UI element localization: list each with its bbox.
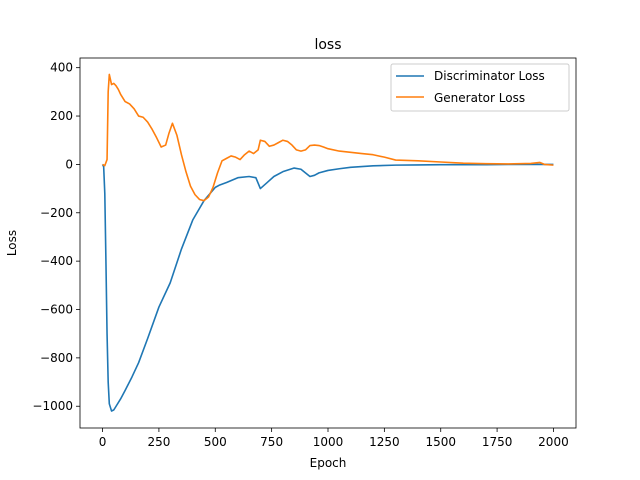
x-tick-label: 750 [260, 435, 283, 449]
y-tick-label: −600 [40, 303, 73, 317]
legend-box [390, 63, 570, 112]
legend-label-generator: Generator Loss [434, 91, 525, 105]
x-tick-label: 0 [99, 435, 107, 449]
y-tick-label: −800 [40, 351, 73, 365]
chart-title: loss [314, 37, 341, 53]
x-axis-label: Epoch [310, 456, 347, 470]
y-tick-label: −1000 [32, 399, 73, 413]
y-axis-label: Loss [5, 230, 19, 256]
x-tick-label: 2000 [538, 435, 569, 449]
generator-loss-line [102, 73, 554, 202]
x-tick-label: 1250 [369, 435, 400, 449]
legend: Discriminator Loss Generator Loss [390, 63, 570, 112]
x-tick-label: 250 [147, 435, 170, 449]
x-tick-label: 500 [204, 435, 227, 449]
discriminator-loss-line [101, 163, 554, 412]
x-tick-label: 1750 [482, 435, 513, 449]
y-tick-label: 0 [65, 157, 73, 171]
series-layer [101, 73, 554, 412]
y-tick-label: −200 [40, 206, 73, 220]
x-tick-label: 1000 [313, 435, 344, 449]
legend-label-discriminator: Discriminator Loss [434, 69, 545, 83]
x-tick-label: 1500 [425, 435, 456, 449]
y-tick-label: 400 [50, 61, 73, 75]
x-axis: 0 250 500 750 1000 1250 1500 1750 2000 [99, 428, 569, 449]
y-axis: −1000 −800 −600 −400 −200 0 200 400 [32, 61, 80, 413]
y-tick-label: −400 [40, 254, 73, 268]
y-tick-label: 200 [50, 109, 73, 123]
